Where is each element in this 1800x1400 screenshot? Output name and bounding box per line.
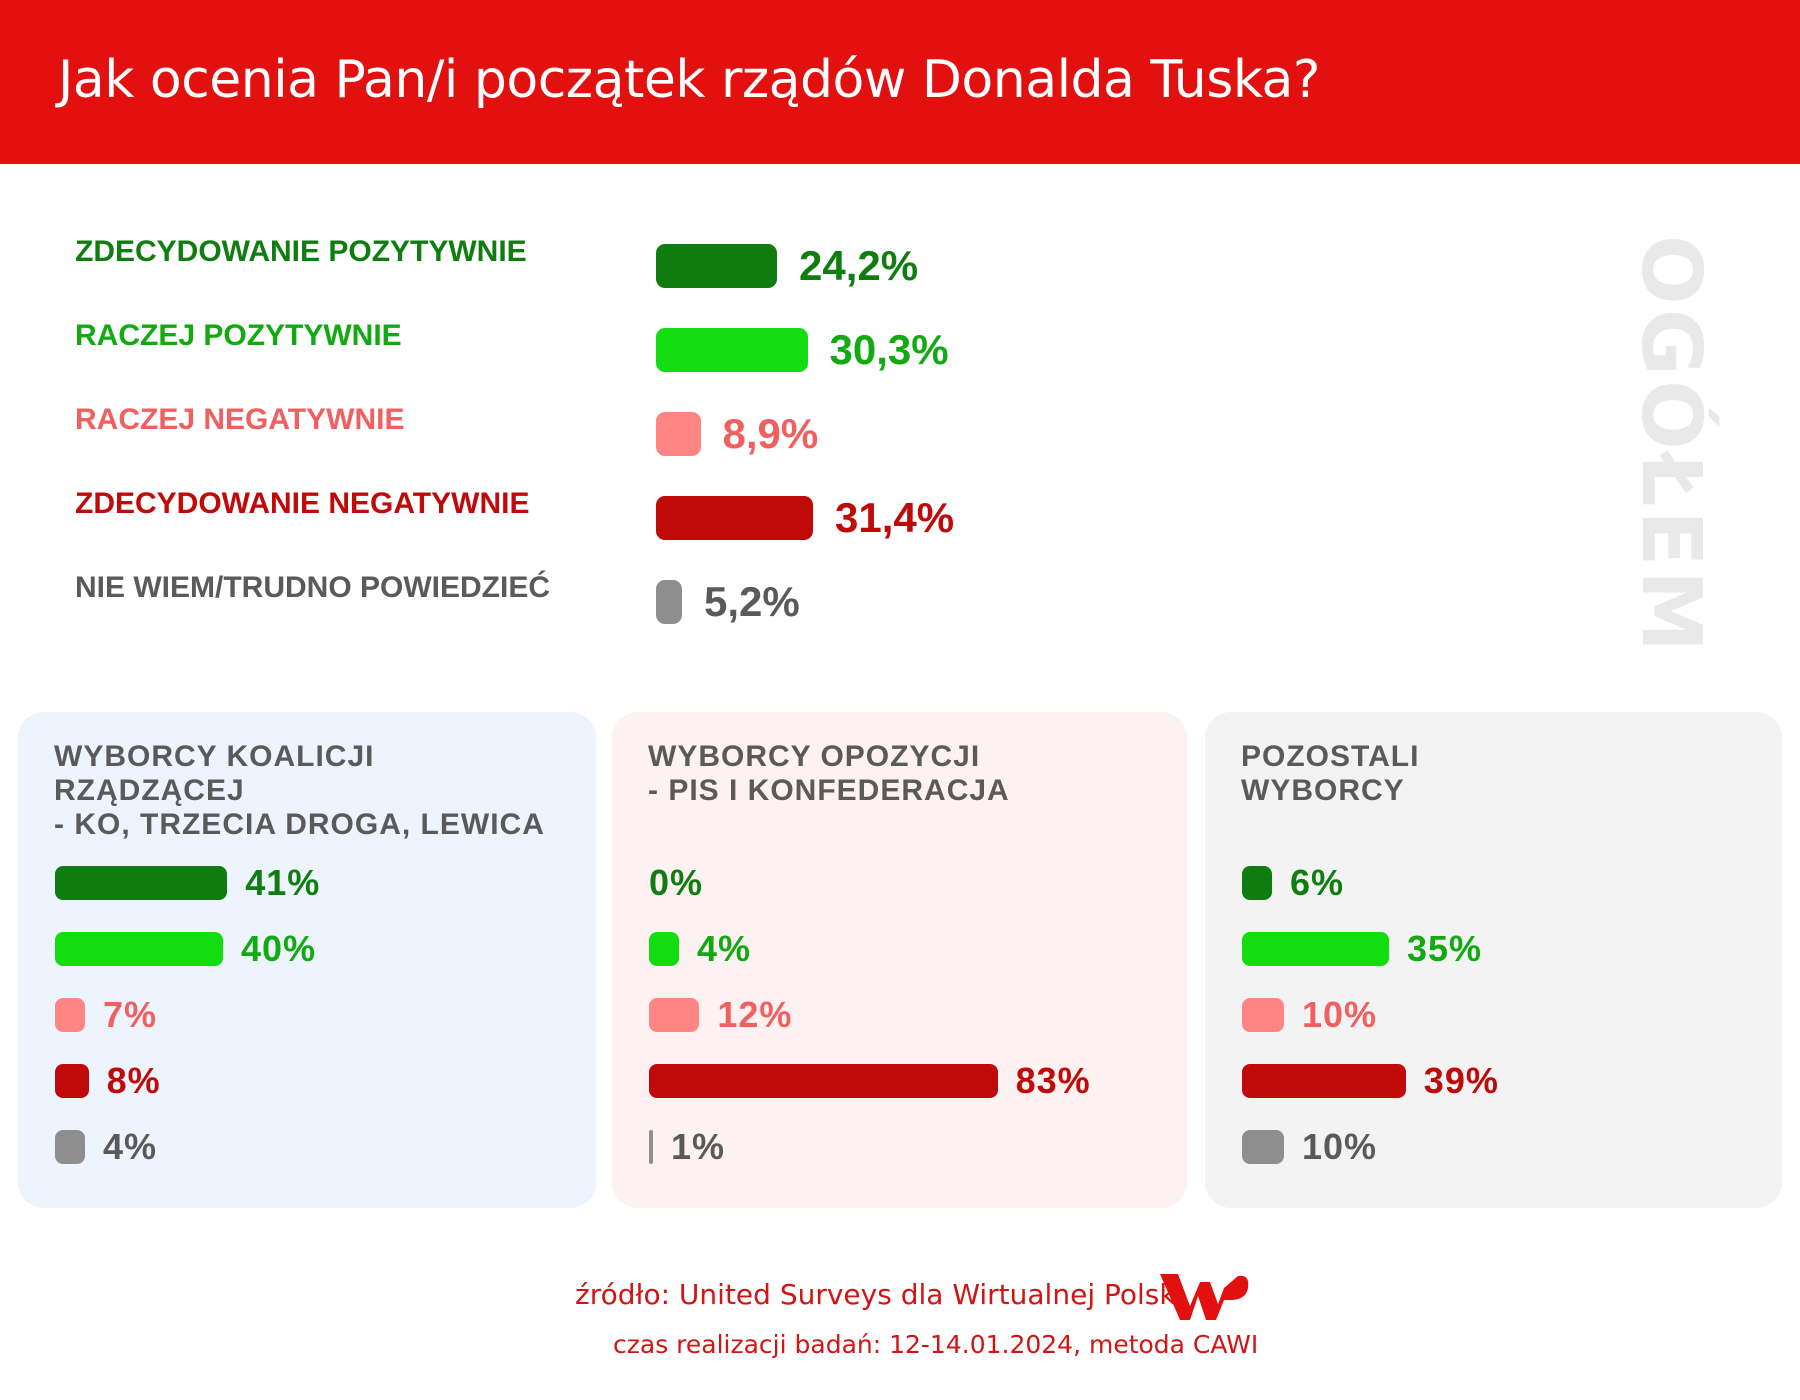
panel-row-raczej-pozytywnie: 4% [612, 920, 1187, 976]
wp-logo [1160, 1274, 1249, 1320]
panel-row-raczej-pozytywnie: 35% [1205, 920, 1782, 976]
opposition-voters-panel: WYBORCY OPOZYCJI - PIS I KONFEDERACJA 0%… [612, 712, 1187, 1208]
value-label: 8% [106, 1060, 161, 1101]
bar-raczej-negatywnie [1242, 998, 1284, 1032]
bar-zdecydowanie-pozytywnie [1242, 866, 1272, 900]
overall-row-zdecydowanie-negatywnie: ZDECYDOWANIE NEGATYWNIE 31,4% [0, 462, 1600, 546]
panel-row-raczej-negatywnie: 10% [1205, 986, 1782, 1042]
value-label: 24,2% [799, 242, 919, 289]
panel-row-zdecydowanie-pozytywnie: 41% [18, 854, 596, 910]
overall-row-raczej-negatywnie: RACZEJ NEGATYWNIE 8,9% [0, 378, 1600, 462]
panel-title: WYBORCY OPOZYCJI - PIS I KONFEDERACJA [648, 740, 1010, 807]
value-label: 1% [671, 1126, 726, 1167]
panel-row-zdecydowanie-pozytywnie: 0% [612, 854, 1187, 910]
value-label: 30,3% [829, 326, 949, 373]
other-voters-panel: POZOSTALI WYBORCY 6% 35% 10% 39% 10% [1205, 712, 1782, 1208]
bar-zdecydowanie-negatywnie [1242, 1064, 1406, 1098]
overall-side-label: OGÓŁEM [1623, 235, 1718, 656]
bar-raczej-pozytywnie [649, 932, 679, 966]
bar-raczej-negatywnie [656, 412, 701, 456]
method-text: czas realizacji badań: 12-14.01.2024, me… [613, 1330, 1259, 1359]
category-label: RACZEJ NEGATYWNIE [75, 403, 405, 436]
value-label: 4% [697, 928, 752, 969]
value-label: 6% [1290, 862, 1345, 903]
overall-row-nie-wiem-trudno-powiedziec: NIE WIEM/TRUDNO POWIEDZIEĆ 5,2% [0, 546, 1600, 630]
panel-row-nie-wiem-trudno-powiedziec: 4% [18, 1118, 596, 1174]
coalition-voters-panel: WYBORCY KOALICJI RZĄDZĄCEJ - KO, TRZECIA… [18, 712, 596, 1208]
overall-row-raczej-pozytywnie: RACZEJ POZYTYWNIE 30,3% [0, 294, 1600, 378]
source-text: źródło: United Surveys dla Wirtualnej Po… [575, 1278, 1184, 1311]
value-label: 10% [1302, 1126, 1378, 1167]
panel-title: POZOSTALI WYBORCY [1241, 740, 1420, 807]
value-label: 5,2% [704, 578, 800, 625]
bar-nie-wiem-trudno-powiedziec [55, 1130, 85, 1164]
bar-raczej-negatywnie [649, 998, 700, 1032]
bar-raczej-pozytywnie [1242, 932, 1389, 966]
wp-logo-mark [1160, 1274, 1249, 1320]
value-label: 41% [245, 862, 321, 903]
overall-row-zdecydowanie-pozytywnie: ZDECYDOWANIE POZYTYWNIE 24,2% [0, 210, 1600, 294]
value-label: 35% [1407, 928, 1483, 969]
value-label: 12% [717, 994, 793, 1035]
value-label: 0% [649, 862, 704, 903]
panel-row-zdecydowanie-negatywnie: 39% [1205, 1052, 1782, 1108]
value-label: 83% [1015, 1060, 1091, 1101]
panel-row-raczej-pozytywnie: 40% [18, 920, 596, 976]
bar-zdecydowanie-negatywnie [55, 1064, 89, 1098]
overall-chart: ZDECYDOWANIE POZYTYWNIE 24,2% RACZEJ POZYT… [0, 210, 1600, 650]
bar-raczej-pozytywnie [55, 932, 223, 966]
bar-nie-wiem-trudno-powiedziec [649, 1130, 653, 1164]
panel-row-zdecydowanie-negatywnie: 8% [18, 1052, 596, 1108]
category-label: ZDECYDOWANIE NEGATYWNIE [75, 487, 530, 520]
category-label: RACZEJ POZYTYWNIE [75, 319, 402, 352]
panel-row-nie-wiem-trudno-powiedziec: 1% [612, 1118, 1187, 1174]
value-label: 39% [1423, 1060, 1499, 1101]
panel-row-nie-wiem-trudno-powiedziec: 10% [1205, 1118, 1782, 1174]
bar-zdecydowanie-pozytywnie [55, 866, 228, 900]
value-label: 31,4% [835, 494, 955, 541]
bar-raczej-negatywnie [55, 998, 85, 1032]
panel-row-raczej-negatywnie: 12% [612, 986, 1187, 1042]
bar-zdecydowanie-negatywnie [656, 496, 813, 540]
value-label: 4% [103, 1126, 158, 1167]
panel-title: WYBORCY KOALICJI RZĄDZĄCEJ - KO, TRZECIA… [54, 740, 545, 841]
value-label: 10% [1302, 994, 1378, 1035]
bar-zdecydowanie-negatywnie [649, 1064, 998, 1098]
bar-zdecydowanie-pozytywnie [656, 244, 777, 288]
category-label: NIE WIEM/TRUDNO POWIEDZIEĆ [75, 571, 550, 604]
header-banner: Jak ocenia Pan/i początek rządów Donalda… [0, 0, 1800, 164]
value-label: 7% [103, 994, 158, 1035]
panel-row-raczej-negatywnie: 7% [18, 986, 596, 1042]
panel-row-zdecydowanie-pozytywnie: 6% [1205, 854, 1782, 910]
value-label: 8,9% [722, 410, 819, 457]
bar-raczej-pozytywnie [656, 328, 808, 372]
category-label: ZDECYDOWANIE POZYTYWNIE [75, 235, 527, 268]
value-label: 40% [241, 928, 317, 969]
bar-nie-wiem-trudno-powiedziec [656, 580, 682, 624]
panel-row-zdecydowanie-negatywnie: 83% [612, 1052, 1187, 1108]
chart-title: Jak ocenia Pan/i początek rządów Donalda… [58, 50, 1321, 110]
bar-nie-wiem-trudno-powiedziec [1242, 1130, 1284, 1164]
